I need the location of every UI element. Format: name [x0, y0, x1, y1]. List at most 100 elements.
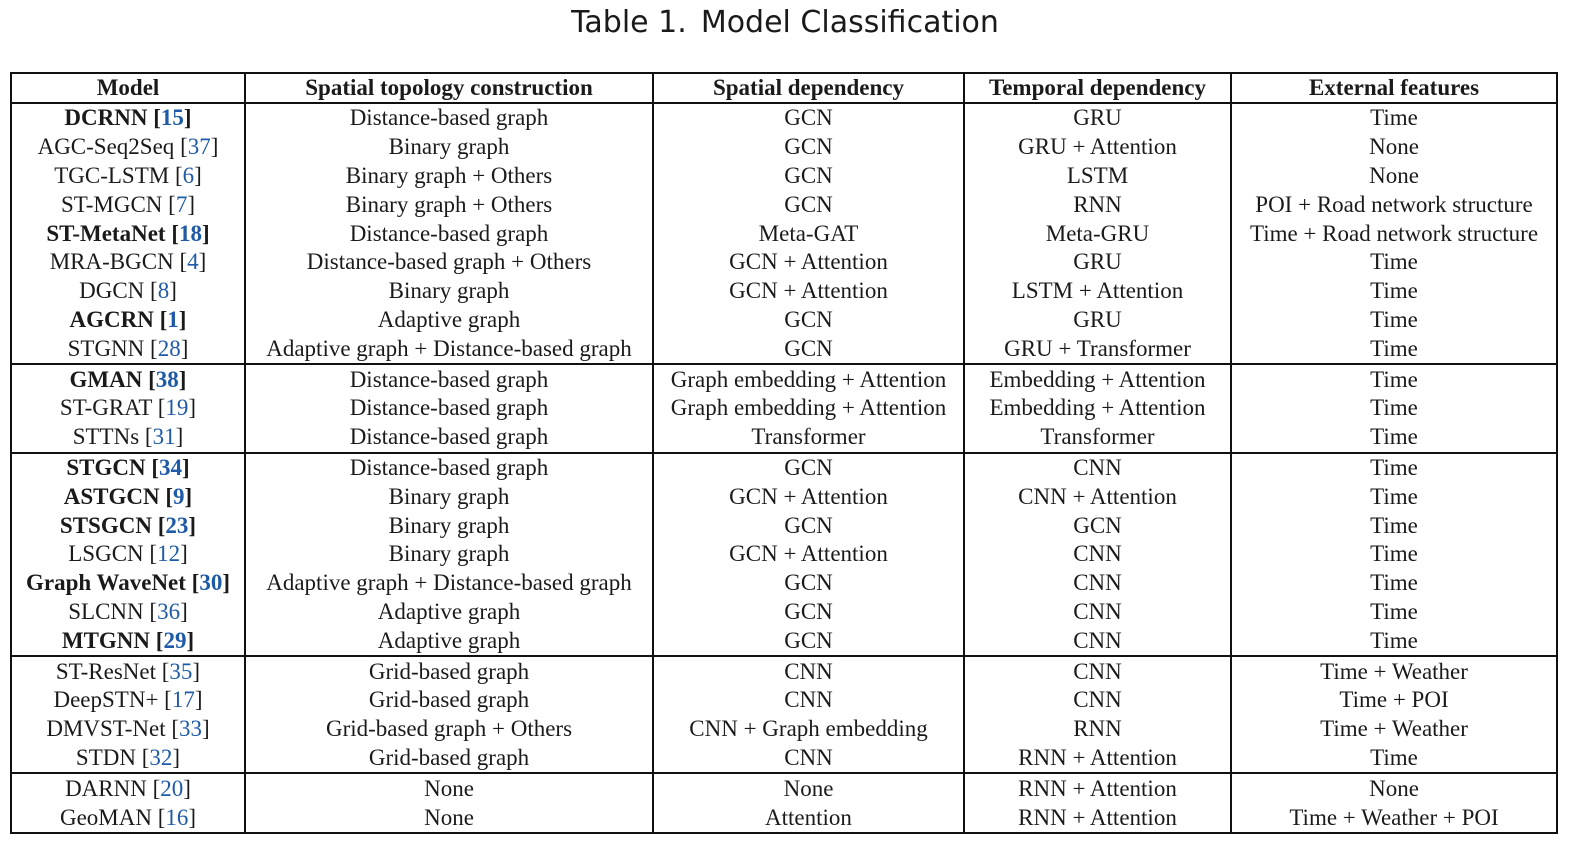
citation-link[interactable]: 33	[179, 716, 203, 742]
cell-external: None	[1230, 161, 1558, 191]
cell-spatial: GCN	[652, 132, 965, 162]
cell-topology: Adaptive graph + Distance-based graph	[244, 568, 654, 598]
citation-link[interactable]: 16	[165, 804, 189, 830]
cell-external: Time	[1230, 305, 1558, 335]
table-row: STTNs [31] Distance-based graph Transforme…	[10, 422, 1558, 454]
table-row: TGC-LSTM [6] Binary graph + Others GCN LSTM…	[10, 161, 1558, 191]
cell-spatial: CNN	[652, 743, 965, 775]
cell-temporal: CNN	[963, 597, 1232, 627]
cell-topology: Adaptive graph	[244, 305, 654, 335]
cell-topology: Distance-based graph	[244, 422, 654, 454]
citation-link[interactable]: 15	[160, 105, 184, 131]
cell-model: STDN [32]	[10, 743, 246, 775]
cell-spatial: GCN	[652, 161, 965, 191]
citation-link[interactable]: 30	[199, 570, 223, 596]
cell-temporal: GCN	[963, 511, 1232, 540]
cell-temporal: Meta-GRU	[963, 219, 1232, 248]
cell-topology: None	[244, 773, 654, 804]
table-row: STDN [32] Grid-based graph CNN RNN + Attent…	[10, 743, 1558, 775]
citation-link[interactable]: 18	[178, 220, 202, 246]
citation-link[interactable]: 17	[171, 687, 195, 713]
cell-temporal: RNN + Attention	[963, 743, 1232, 775]
table-row: DeepSTN+ [17] Grid-based graph CNN CNN Time …	[10, 685, 1558, 715]
cell-temporal: LSTM	[963, 161, 1232, 191]
citation-link[interactable]: 20	[160, 775, 184, 801]
cell-topology: Distance-based graph	[244, 393, 654, 423]
table-body: DCRNN [15] Distance-based graph GCN GRU Time…	[10, 103, 1558, 834]
cell-model: ST-ResNet [35]	[10, 656, 246, 686]
cell-model: AGC-Seq2Seq [37]	[10, 132, 246, 162]
citation-link[interactable]: 7	[175, 191, 188, 217]
cell-model: LSGCN [12]	[10, 539, 246, 569]
cell-model: MRA-BGCN [4]	[10, 247, 246, 277]
table-row: DMVST-Net [33] Grid-based graph + Others C…	[10, 714, 1558, 744]
table-row: STGCN [34] Distance-based graph GCN CNN Time	[10, 452, 1558, 483]
citation-link[interactable]: 9	[173, 483, 185, 509]
cell-spatial: GCN + Attention	[652, 276, 965, 306]
citation-link[interactable]: 31	[152, 424, 176, 450]
cell-spatial: Attention	[652, 803, 965, 834]
cell-temporal: Embedding + Attention	[963, 393, 1232, 423]
cell-temporal: CNN	[963, 568, 1232, 598]
cell-model: AGCRN [1]	[10, 305, 246, 335]
model-name: ST-MGCN	[61, 191, 163, 217]
cell-topology: Distance-based graph + Others	[244, 247, 654, 277]
cell-topology: Grid-based graph	[244, 656, 654, 686]
model-name: DMVST-Net	[46, 716, 166, 742]
model-name: TGC-LSTM	[54, 162, 170, 188]
citation-link[interactable]: 19	[165, 395, 189, 421]
cell-temporal: CNN	[963, 656, 1232, 686]
model-name: GeoMAN	[59, 804, 152, 830]
header-external: External features	[1230, 73, 1558, 104]
citation-link[interactable]: 34	[159, 454, 182, 480]
cell-model: GMAN [38]	[10, 364, 246, 394]
citation-link[interactable]: 37	[187, 134, 211, 160]
header-topology: Spatial topology construction	[244, 73, 654, 104]
citation-link[interactable]: 6	[182, 162, 195, 188]
cell-external: Time	[1230, 511, 1558, 540]
cell-spatial: GCN	[652, 190, 965, 220]
cell-topology: Grid-based graph	[244, 743, 654, 775]
citation-link[interactable]: 32	[149, 744, 173, 770]
table-row: LSGCN [12] Binary graph GCN + Attention CNN…	[10, 539, 1558, 569]
cell-temporal: LSTM + Attention	[963, 276, 1232, 306]
cell-temporal: RNN + Attention	[963, 803, 1232, 834]
cell-spatial: GCN	[652, 452, 965, 483]
citation-link[interactable]: 8	[157, 278, 170, 304]
model-name: DARNN	[65, 775, 147, 801]
citation-link[interactable]: 28	[157, 335, 181, 361]
citation-link[interactable]: 29	[163, 627, 187, 653]
cell-spatial: GCN	[652, 568, 965, 598]
cell-model: STSGCN [23]	[10, 511, 246, 540]
cell-spatial: GCN	[652, 305, 965, 335]
cell-external: Time	[1230, 743, 1558, 775]
cell-topology: Binary graph	[244, 511, 654, 540]
cell-spatial: CNN	[652, 656, 965, 686]
cell-spatial: GCN + Attention	[652, 539, 965, 569]
model-name: AGCRN	[69, 306, 154, 332]
cell-spatial: GCN	[652, 511, 965, 540]
citation-link[interactable]: 4	[187, 249, 199, 275]
citation-link[interactable]: 1	[167, 306, 179, 332]
citation-link[interactable]: 38	[155, 366, 179, 392]
cell-temporal: Embedding + Attention	[963, 364, 1232, 394]
cell-temporal: CNN	[963, 685, 1232, 715]
cell-temporal: RNN	[963, 714, 1232, 744]
model-name: STTNs	[72, 424, 140, 450]
cell-temporal: CNN	[963, 626, 1232, 658]
table-row: ST-MGCN [7] Binary graph + Others GCN RNN PO…	[10, 190, 1558, 220]
cell-model: GeoMAN [16]	[10, 803, 246, 834]
table-row: Graph WaveNet [30] Adaptive graph + Dista…	[10, 568, 1558, 598]
model-name: LSGCN	[68, 541, 144, 567]
citation-link[interactable]: 36	[157, 598, 181, 624]
citation-link[interactable]: 12	[157, 541, 181, 567]
cell-external: Time	[1230, 247, 1558, 277]
citation-link[interactable]: 23	[165, 512, 189, 538]
cell-temporal: CNN	[963, 452, 1232, 483]
cell-spatial: GCN + Attention	[652, 247, 965, 277]
cell-topology: Distance-based graph	[244, 364, 654, 394]
header-row: Model Spatial topology construction Spat…	[10, 73, 1558, 104]
cell-spatial: GCN + Attention	[652, 482, 965, 512]
citation-link[interactable]: 35	[169, 658, 193, 684]
cell-topology: Distance-based graph	[244, 103, 654, 133]
